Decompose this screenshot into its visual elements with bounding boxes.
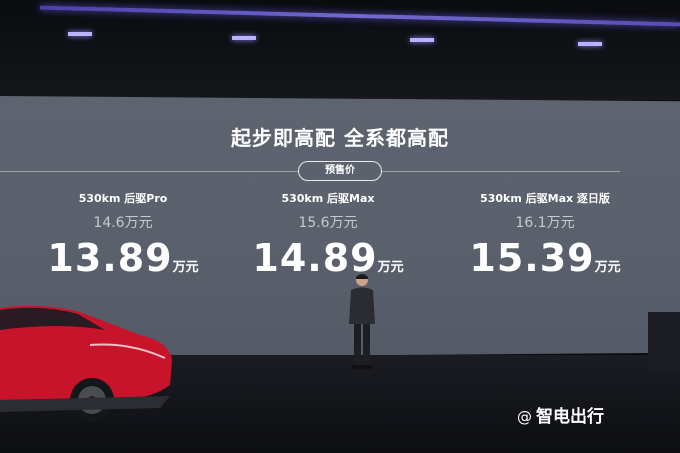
watermark: @ 智电出行 (517, 407, 604, 427)
trim-model: 530km 后驱Max 逐日版 (480, 192, 610, 205)
trim-presale-price: 14.89万元 (252, 236, 404, 280)
trim-model: 530km 后驱Pro (78, 192, 168, 205)
podium (648, 312, 680, 372)
presale-badge: 预售价 (298, 161, 382, 181)
trim-original-price: 15.6万元 (298, 215, 358, 231)
trim-max-edition: 530km 后驱Max 逐日版 16.1万元 15.39万元 (445, 190, 645, 280)
trim-max: 530km 后驱Max 15.6万元 14.89万元 (228, 190, 428, 280)
trim-model: 530km 后驱Max (281, 192, 375, 205)
trim-presale-price: 13.89万元 (47, 236, 199, 280)
ceiling-lamp (68, 32, 92, 36)
ceiling-light-strip (40, 5, 680, 27)
presentation-screen (0, 96, 680, 358)
trim-pro: 530km 后驱Pro 14.6万元 13.89万元 (23, 190, 223, 280)
trim-original-price: 14.6万元 (93, 215, 153, 231)
ceiling-lamp (578, 42, 602, 46)
ceiling (0, 0, 680, 100)
slide-title: 起步即高配 全系都高配 (231, 126, 449, 150)
trim-original-price: 16.1万元 (515, 215, 575, 231)
ceiling-lamp (410, 38, 434, 42)
presenter (349, 274, 375, 369)
ceiling-lamp (232, 36, 256, 40)
car (0, 305, 172, 422)
trim-presale-price: 15.39万元 (469, 236, 621, 280)
